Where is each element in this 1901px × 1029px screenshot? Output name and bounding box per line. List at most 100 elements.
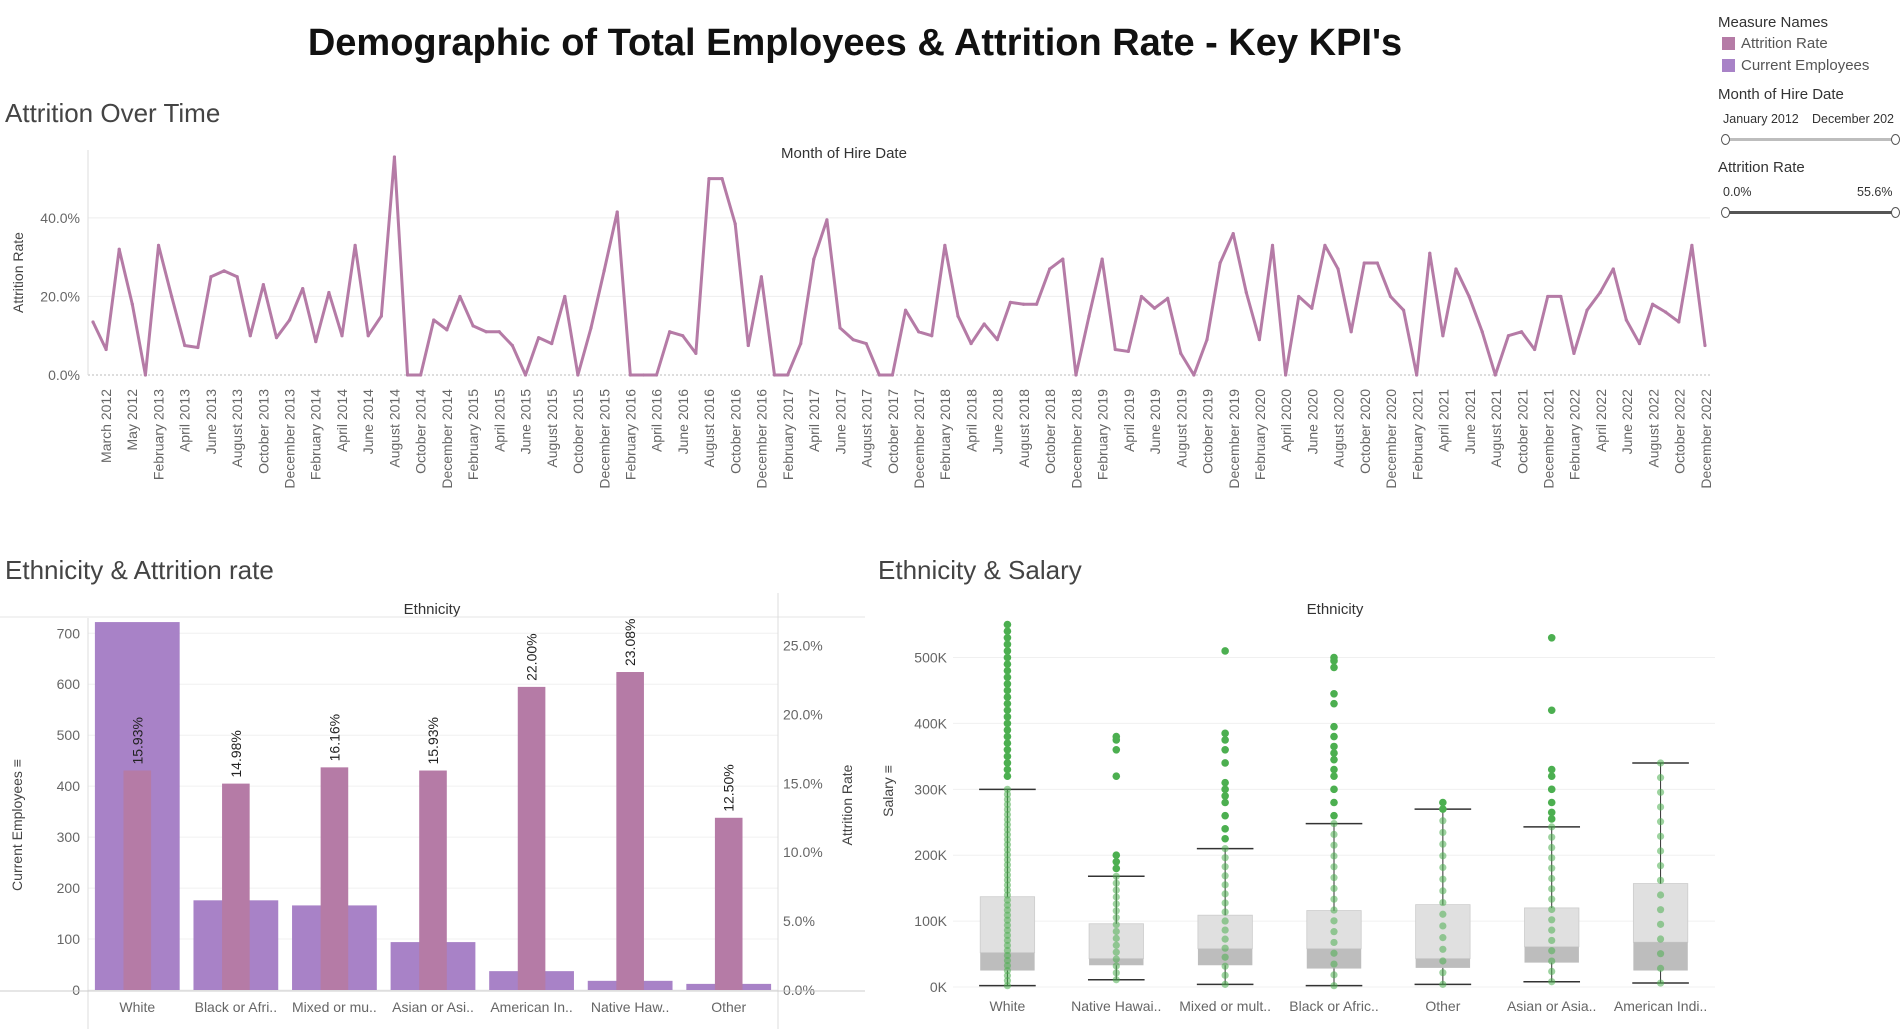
filter-attrition-min-handle[interactable] bbox=[1721, 207, 1730, 218]
salary-outlier-point bbox=[1003, 686, 1012, 695]
salary-point bbox=[1439, 840, 1447, 848]
filter-hire-max-handle[interactable] bbox=[1891, 134, 1900, 145]
salary-point bbox=[1221, 917, 1229, 925]
line-xtick-label: June 2013 bbox=[203, 389, 219, 455]
attrition-line-point bbox=[235, 275, 239, 279]
salary-point bbox=[1003, 926, 1012, 934]
attrition-rate-bar bbox=[517, 686, 546, 990]
filter-attrition-max-handle[interactable] bbox=[1891, 207, 1900, 218]
attrition-line-point bbox=[1428, 251, 1432, 255]
salary-outlier-point bbox=[1439, 798, 1447, 807]
attrition-line-point bbox=[1100, 257, 1104, 261]
attrition-over-time-chart[interactable]: Month of Hire Date 0.0% 20.0% 40.0% Attritio… bbox=[0, 135, 1715, 535]
salary-outlier-point bbox=[1003, 739, 1012, 747]
legend-item-current-employees[interactable]: Current Employees bbox=[1722, 57, 1869, 74]
legend-item-attrition-rate[interactable]: Attrition Rate bbox=[1722, 35, 1828, 52]
filter-hire-min-handle[interactable] bbox=[1721, 134, 1730, 145]
attrition-line-point bbox=[550, 341, 554, 346]
salary-point bbox=[1656, 906, 1665, 914]
attrition-line-point bbox=[825, 218, 829, 222]
attrition-line-point bbox=[287, 318, 292, 322]
salary-outlier-point bbox=[1221, 785, 1229, 794]
line-xtick-label: June 2018 bbox=[990, 389, 1006, 455]
salary-point bbox=[1656, 832, 1665, 840]
salary-point bbox=[1330, 960, 1338, 968]
attrition-line-point bbox=[1008, 300, 1012, 304]
salary-outlier-point bbox=[1003, 633, 1012, 642]
salary-point bbox=[1221, 899, 1229, 907]
salary-point bbox=[1548, 947, 1556, 955]
salary-outlier-point bbox=[1330, 742, 1338, 751]
salary-point bbox=[1548, 967, 1556, 976]
attrition-line-point bbox=[1166, 296, 1170, 300]
salary-outlier-point bbox=[1330, 722, 1338, 731]
salary-point bbox=[1548, 874, 1556, 883]
salary-point bbox=[1656, 803, 1665, 811]
line-xtick-label: December 2015 bbox=[596, 389, 612, 489]
salary-outlier-point bbox=[1439, 805, 1447, 813]
salary-point bbox=[1112, 934, 1120, 942]
salary-outlier-point bbox=[1547, 633, 1556, 642]
salary-point bbox=[1330, 938, 1338, 947]
salary-point bbox=[1656, 920, 1665, 928]
bar-ytick-right-5: 25.0% bbox=[783, 638, 823, 654]
bar-ytick-right-1: 5.0% bbox=[783, 913, 815, 929]
filter-attrition-max-label: 55.6% bbox=[1857, 185, 1893, 199]
salary-point bbox=[1003, 846, 1012, 854]
line-xtick-label: August 2019 bbox=[1173, 389, 1189, 468]
salary-point bbox=[1330, 852, 1338, 860]
line-xtick-label: December 2013 bbox=[282, 389, 298, 489]
salary-point bbox=[1112, 893, 1120, 901]
salary-point bbox=[1656, 950, 1665, 958]
attrition-line-point bbox=[156, 243, 161, 247]
salary-point bbox=[1003, 911, 1012, 919]
filter-hire-slider-track[interactable] bbox=[1726, 138, 1898, 141]
salary-point bbox=[1112, 976, 1120, 984]
attrition-line-point bbox=[903, 308, 908, 312]
attrition-line-point bbox=[930, 334, 934, 338]
ethnicity-attrition-chart[interactable]: Ethnicity 0 100 200 300 400 500 600 700 0.0% 5.0% 1… bbox=[0, 593, 870, 1029]
attrition-line-point bbox=[1559, 294, 1563, 299]
salary-outlier-point bbox=[1003, 666, 1012, 675]
attrition-line-point bbox=[1297, 294, 1301, 299]
bar-ytick-left-1: 100 bbox=[57, 931, 81, 947]
salary-point bbox=[1003, 805, 1012, 814]
attrition-line-point bbox=[379, 314, 383, 318]
attrition-line-point bbox=[1152, 306, 1157, 310]
salary-point bbox=[1439, 969, 1447, 977]
attrition-line-point bbox=[1585, 308, 1589, 312]
attrition-line-point bbox=[1480, 330, 1484, 334]
salary-point bbox=[1003, 906, 1012, 914]
salary-outlier-point bbox=[1003, 620, 1012, 629]
line-xtick-label: December 2018 bbox=[1068, 389, 1084, 489]
salary-point bbox=[1112, 914, 1120, 922]
attrition-line-point bbox=[1690, 243, 1694, 247]
attrition-line-point bbox=[1192, 373, 1196, 377]
salary-point bbox=[1003, 826, 1012, 834]
salary-outlier-point bbox=[1221, 736, 1229, 744]
filter-attrition-slider-track[interactable] bbox=[1726, 211, 1898, 214]
salary-point bbox=[1221, 980, 1229, 988]
attrition-line-point bbox=[759, 275, 763, 279]
attrition-line-point bbox=[1506, 334, 1511, 338]
salary-outlier-point bbox=[1547, 808, 1556, 817]
salary-point bbox=[1439, 957, 1447, 965]
salary-point bbox=[1003, 785, 1012, 793]
salary-point bbox=[1221, 926, 1229, 934]
salary-point bbox=[1548, 978, 1556, 986]
salary-point bbox=[1003, 951, 1012, 960]
bar-ytick-left-3: 300 bbox=[57, 829, 81, 845]
salary-outlier-point bbox=[1221, 792, 1229, 800]
box-category-label: Mixed or mult.. bbox=[1179, 998, 1271, 1014]
legend-swatch-attrition bbox=[1722, 37, 1735, 50]
salary-point bbox=[1112, 969, 1120, 977]
attrition-line-point bbox=[1572, 351, 1576, 355]
ethnicity-salary-chart[interactable]: Ethnicity 0K 100K 200K 300K 400K 500K Salary ≡ W… bbox=[875, 593, 1715, 1029]
salary-outlier-point bbox=[1112, 858, 1121, 866]
filter-hire-min-label: January 2012 bbox=[1723, 112, 1799, 126]
salary-point bbox=[1656, 891, 1665, 899]
line-xtick-label: August 2016 bbox=[701, 389, 717, 468]
salary-point bbox=[1003, 936, 1012, 944]
salary-point bbox=[1548, 833, 1556, 841]
salary-point bbox=[1330, 895, 1338, 903]
